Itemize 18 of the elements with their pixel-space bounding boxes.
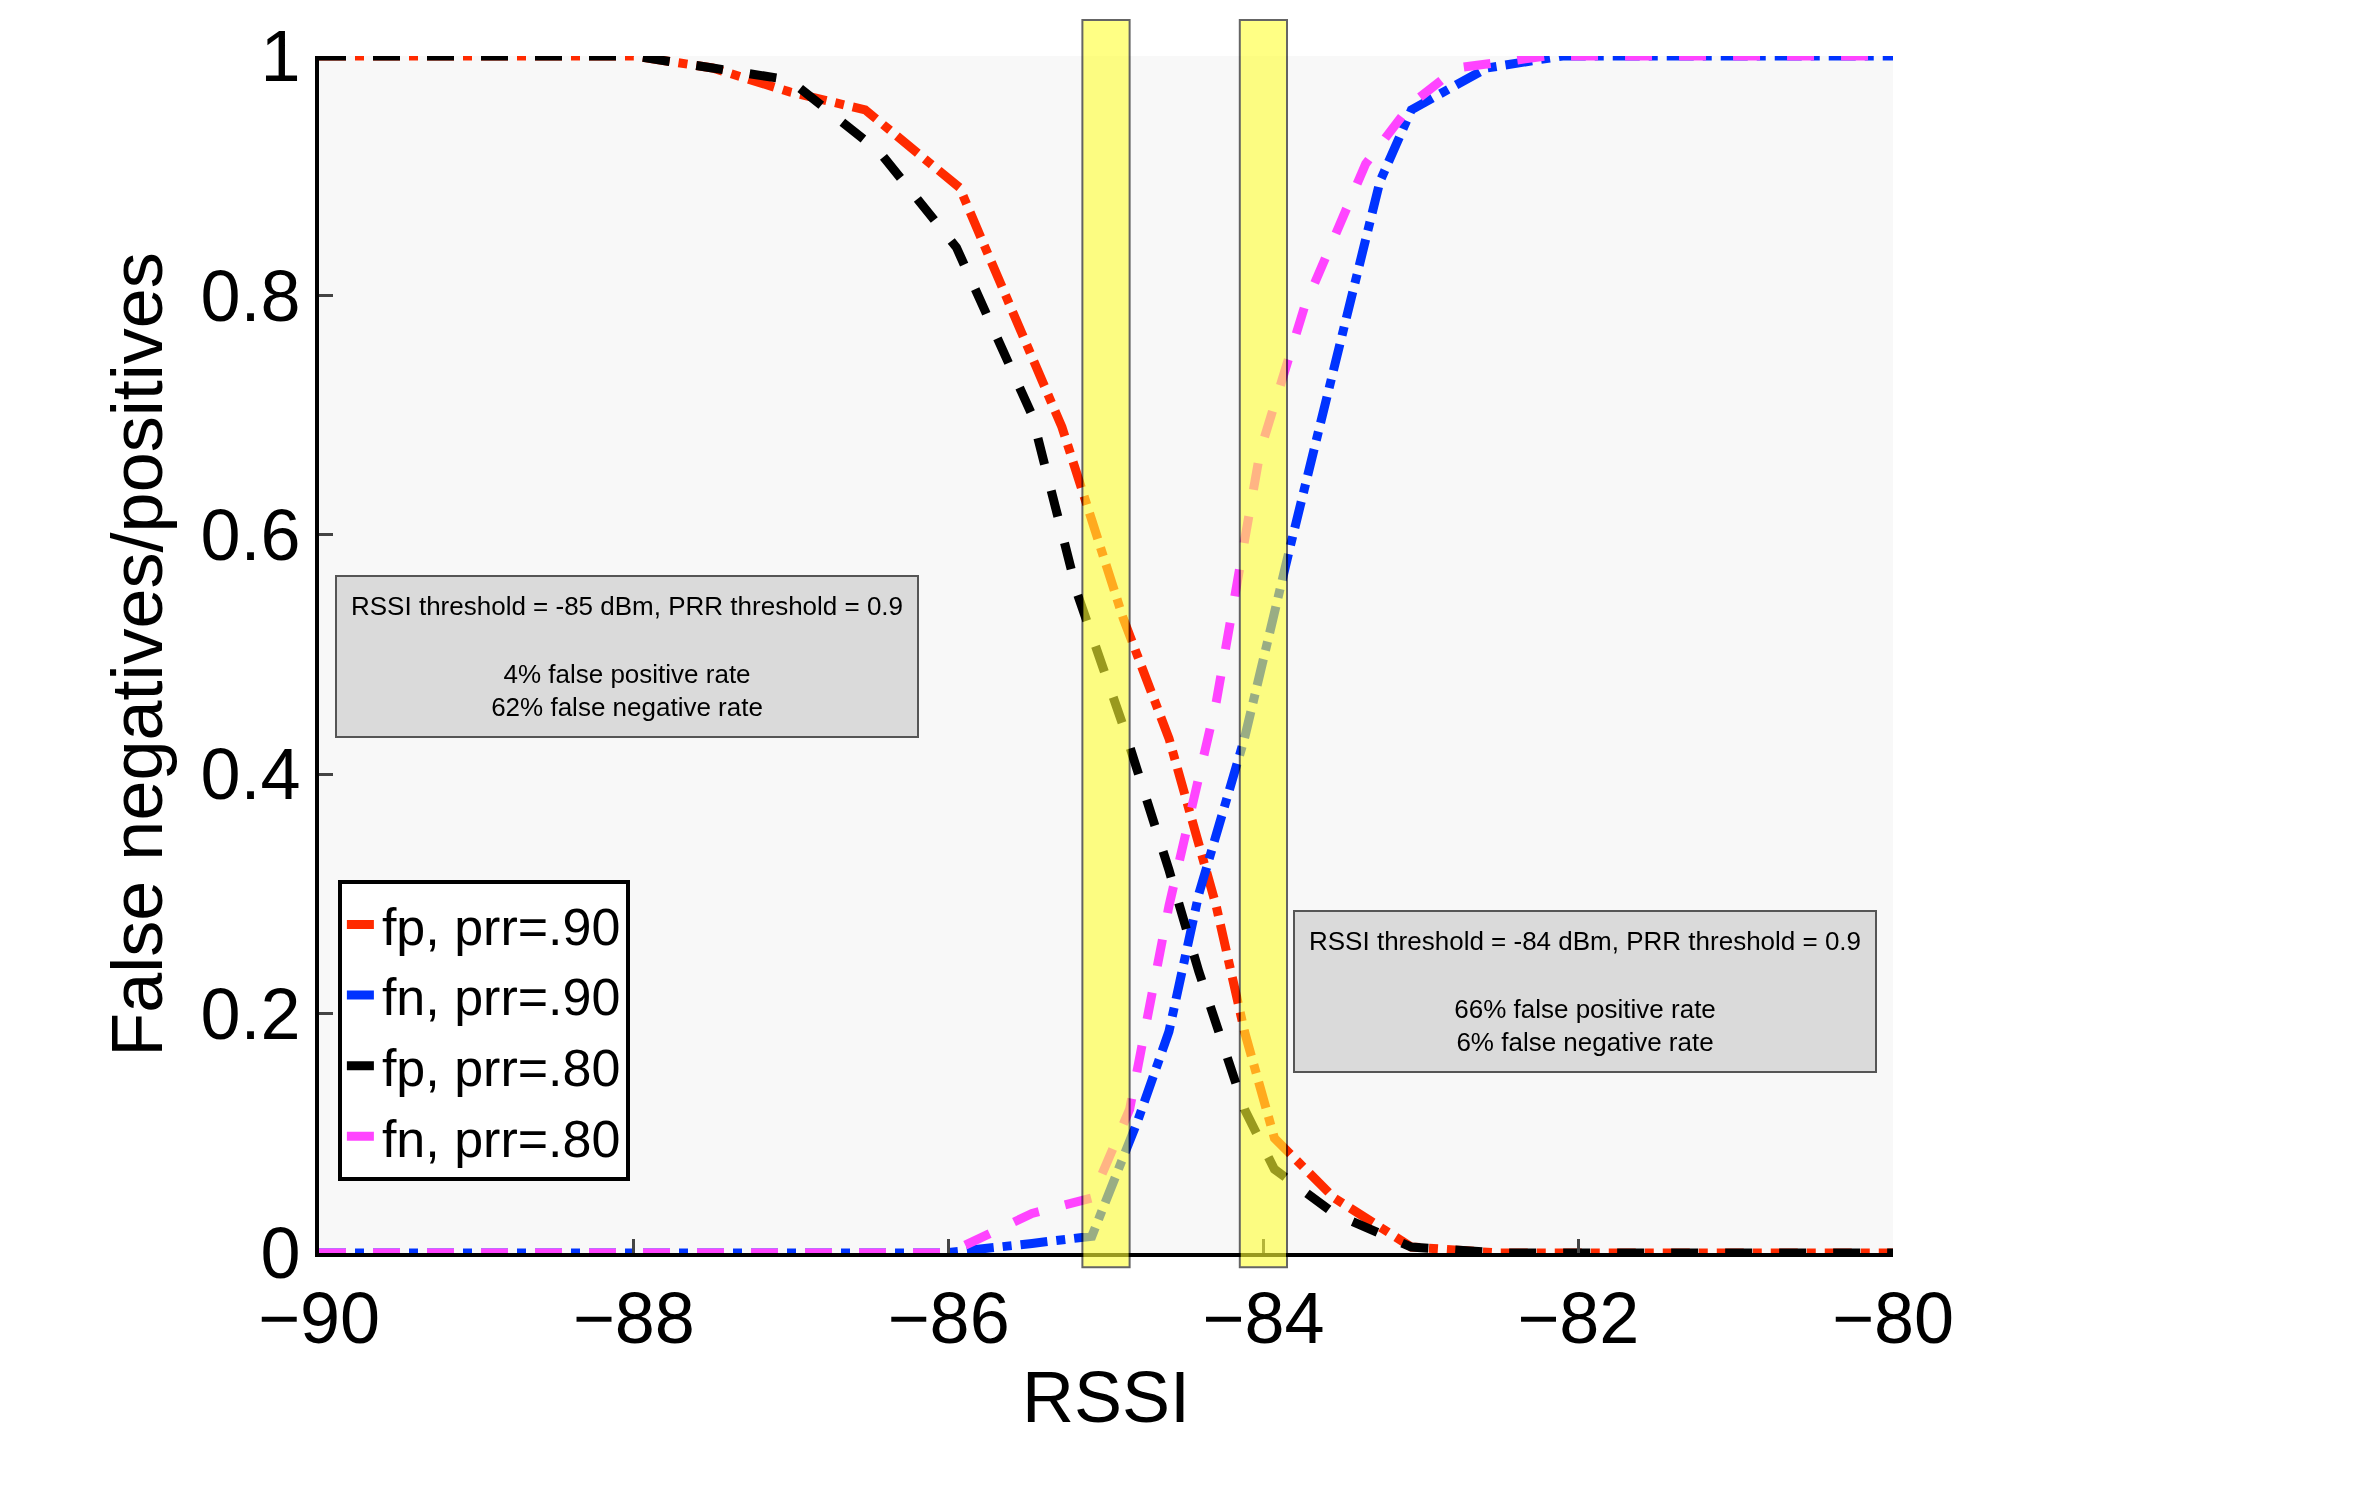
y-tick-label: 0.2 (200, 973, 301, 1054)
y-tick-label: 0.4 (200, 734, 301, 815)
y-tick-label: 1 (260, 16, 301, 97)
y-tick-label: 0.6 (200, 495, 301, 575)
x-tick-label: −80 (1831, 1278, 1955, 1359)
legend-label: fn, prr=.80 (381, 1109, 621, 1168)
x-tick-label: −88 (572, 1278, 695, 1359)
legend-label: fn, prr=.90 (381, 968, 621, 1027)
y-axis-title: False negatives/positives (97, 252, 178, 1057)
y-tick-label: 0.8 (200, 255, 301, 336)
legend-label: fp, prr=.80 (381, 1038, 621, 1097)
text: RSSI threshold = -84 dBm, PRR threshold = 0.9 66% false positive rate 6% false negative rate (1309, 926, 1862, 1058)
x-axis-title: RSSI (1021, 1356, 1191, 1437)
x-tick-label: −86 (887, 1278, 1010, 1359)
legend-label: fp, prr=.90 (381, 897, 621, 956)
x-tick-label: −82 (1517, 1278, 1640, 1359)
x-tick-label: −84 (1202, 1278, 1325, 1359)
text: RSSI threshold = -85 dBm, PRR threshold = 0.9 4% false positive rate 62% false negative rate (351, 591, 904, 723)
